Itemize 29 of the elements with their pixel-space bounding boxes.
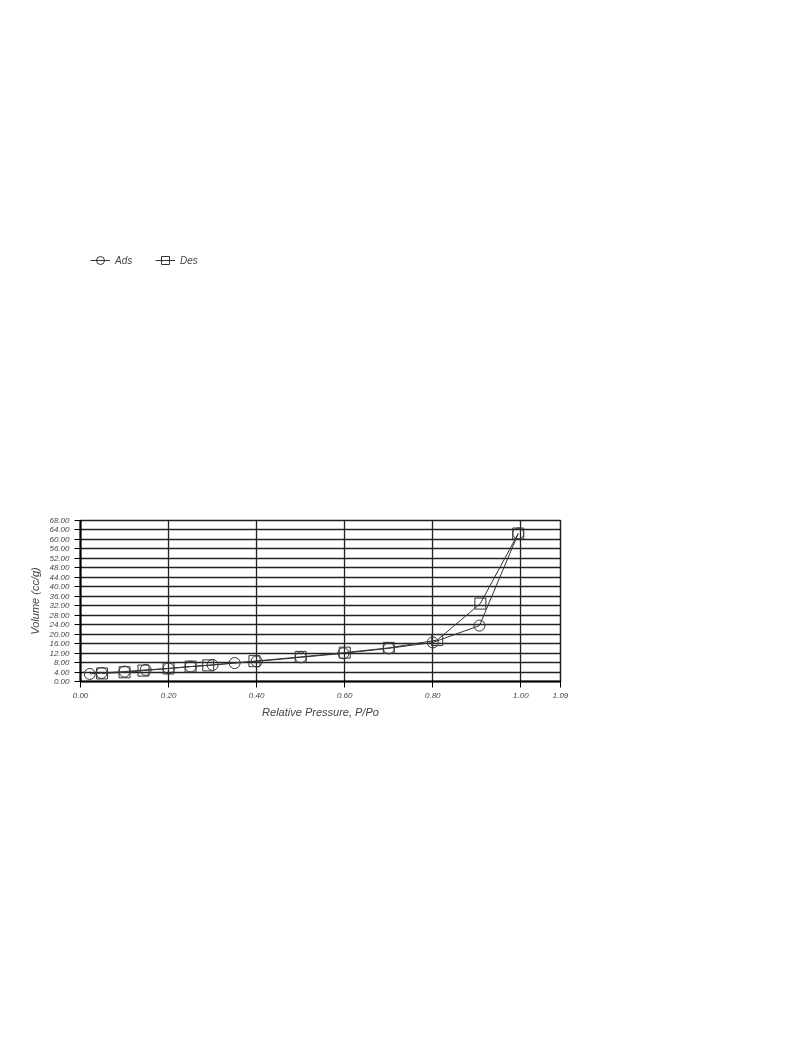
y-tick-label: 28.00 (48, 610, 71, 620)
y-tick-label: 36.00 (49, 591, 71, 601)
y-tick-label: 4.00 (53, 667, 71, 677)
x-tick-label: 0.00 (72, 690, 89, 700)
x-axis-title: Relative Pressure, P/Po (262, 705, 379, 718)
x-tick-label: 0.20 (160, 690, 177, 700)
x-tick-label: 1.09 (552, 690, 569, 700)
y-tick-label: 64.00 (49, 525, 71, 535)
legend-label: Des (180, 254, 199, 266)
x-tick-label: 0.80 (425, 690, 442, 700)
y-tick-label: 8.00 (53, 658, 71, 668)
x-tick-label: 0.40 (248, 690, 265, 700)
x-tick-label: 0.60 (336, 690, 354, 700)
y-tick-label: 16.00 (49, 639, 71, 649)
y-tick-label: 52.00 (49, 553, 71, 563)
y-tick-label: 32.00 (49, 601, 71, 611)
y-tick-label: 12.00 (49, 648, 71, 658)
y-tick-label: 20.00 (48, 629, 71, 639)
y-axis-title: Volume (cc/g) (29, 566, 42, 635)
y-tick-label: 24.00 (48, 620, 71, 630)
y-tick-label: 56.00 (49, 544, 71, 554)
y-tick-label: 68.00 (49, 516, 71, 525)
y-tick-label: 44.00 (49, 572, 71, 582)
y-tick-label: 60.00 (49, 534, 71, 544)
y-tick-label: 48.00 (49, 563, 71, 573)
legend-label: Ads (115, 254, 134, 266)
x-tick-label: 1.00 (513, 690, 530, 700)
y-tick-label: 40.00 (49, 582, 71, 592)
y-tick-label: 0.00 (53, 677, 71, 686)
